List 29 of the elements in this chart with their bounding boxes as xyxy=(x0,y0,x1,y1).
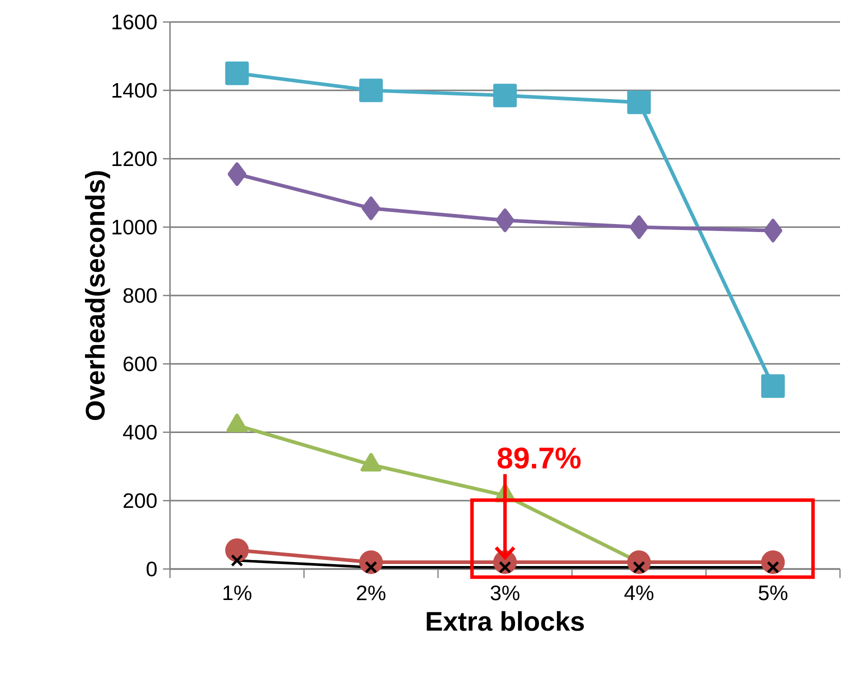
annotation: 89.7% xyxy=(498,447,581,469)
y-tick-label: 800 xyxy=(123,288,157,303)
point xyxy=(496,208,514,232)
x-axis-title: Extra blocks xyxy=(426,611,584,631)
y-tick-label: 1000 xyxy=(112,220,157,235)
x-tick-label: 4% xyxy=(624,586,654,600)
point xyxy=(493,84,517,108)
y-tick-label: 1400 xyxy=(112,82,157,98)
y-tick-label: 400 xyxy=(123,424,157,440)
y-axis-title: Overhead(seconds) xyxy=(85,171,110,420)
x-tick-label: 2% xyxy=(356,586,386,600)
x-tick-label: 1% xyxy=(223,586,252,600)
point xyxy=(225,61,249,86)
point xyxy=(761,374,785,398)
y-tick-label: 200 xyxy=(124,493,157,508)
point xyxy=(225,538,249,562)
point xyxy=(362,196,380,220)
point xyxy=(764,218,782,242)
y-tick-label: 1200 xyxy=(112,151,157,166)
x-tick-label: 5% xyxy=(758,586,788,600)
point xyxy=(228,162,246,186)
y-tick-label: 600 xyxy=(124,356,157,372)
y-tick-label: 1600 xyxy=(112,14,157,30)
point xyxy=(230,554,244,567)
x-tick-label: 3% xyxy=(490,586,520,600)
point xyxy=(630,215,648,239)
point xyxy=(359,78,383,102)
y-tick-label: 0 xyxy=(146,562,157,576)
point xyxy=(627,90,651,114)
